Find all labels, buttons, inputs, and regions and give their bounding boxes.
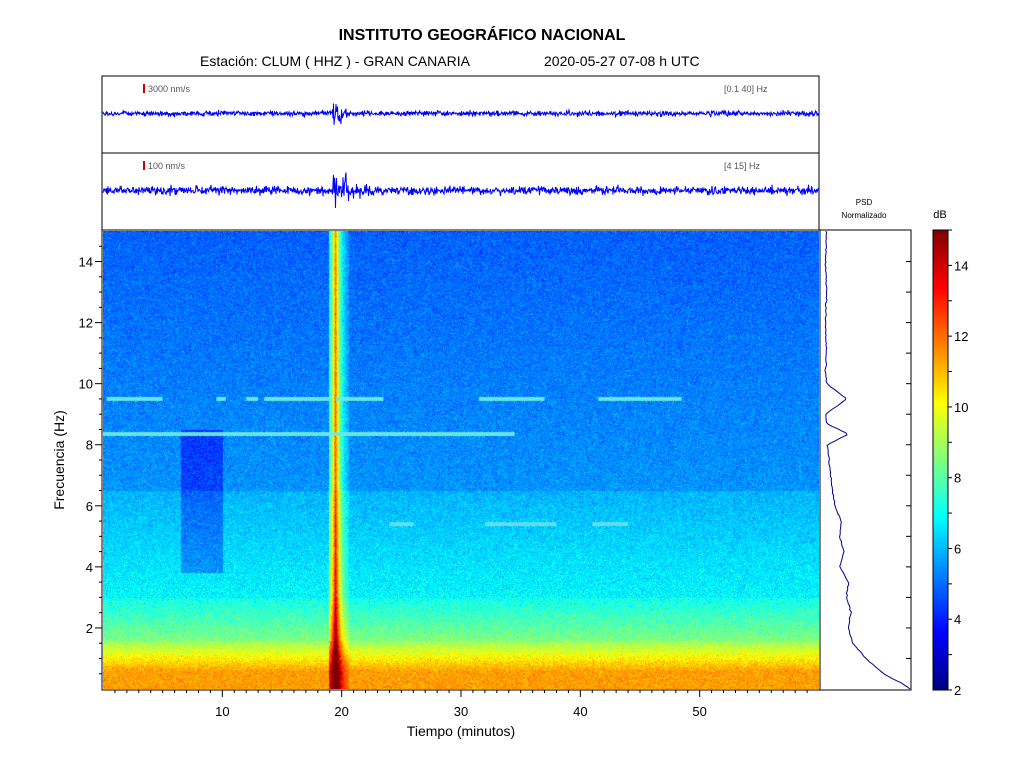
y-tick-label: 10 [79,377,93,392]
band-label-filtered: [4 15] Hz [724,161,761,171]
page-title: INSTITUTO GEOGRÁFICO NACIONAL [338,27,626,44]
x-tick-label: 20 [334,704,348,719]
y-tick-label: 12 [79,316,93,331]
colorbar: dB 2 4 6 8 10 12 14 [932,209,968,698]
psd-title-line2: Normalizado [842,211,887,220]
seismogram-broadband: 3000 nm/s [0.1 40] Hz [101,75,820,154]
spectrogram: 10 20 30 40 50 2 4 6 8 10 12 14 Tiempo (minutos) Fr… [51,229,821,739]
seismogram-filtered-trace [102,172,820,209]
colorbar-tick-label: 12 [954,329,968,344]
y-tick-label: 4 [86,560,93,575]
colorbar-tick-label: 10 [954,400,968,415]
y-tick-label: 14 [79,255,93,270]
x-tick-label: 50 [692,704,706,719]
y-axis-label: Frecuencia (Hz) [51,410,67,510]
colorbar-tick-label: 8 [954,471,961,486]
x-tick-label: 30 [454,704,468,719]
x-axis-label: Tiempo (minutos) [407,723,515,739]
y-tick-label: 2 [86,621,93,636]
psd-panel: PSD Normalizado [819,198,912,691]
station-label: Estación: CLUM ( HHZ ) - GRAN CANARIA [200,53,470,69]
band-label-broadband: [0.1 40] Hz [724,84,768,94]
spectrogram-canvas [103,231,819,689]
spectrogram-image-holder [103,231,819,689]
psd-title-line1: PSD [856,198,873,207]
seismogram-filtered: 100 nm/s [4 15] Hz [101,152,820,231]
x-tick-label: 40 [573,704,587,719]
colorbar-tick-label: 14 [954,258,968,273]
scale-label-filtered: 100 nm/s [148,161,186,171]
psd-frame [819,229,912,691]
scale-label-broadband: 3000 nm/s [148,84,191,94]
colorbar-tick-label: 4 [954,612,961,627]
y-tick-label: 8 [86,438,93,453]
scale-bar-filtered [143,161,145,170]
psd-curve [824,230,911,690]
colorbar-gradient [932,229,949,691]
colorbar-tick-label: 2 [954,683,961,698]
x-tick-label: 10 [215,704,229,719]
colorbar-tick-label: 6 [954,541,961,556]
y-tick-label: 6 [86,499,93,514]
colorbar-label: dB [933,209,946,221]
datetime-label: 2020-05-27 07-08 h UTC [544,53,700,69]
seismogram-broadband-trace [102,103,820,125]
scale-bar-broadband [143,84,145,93]
